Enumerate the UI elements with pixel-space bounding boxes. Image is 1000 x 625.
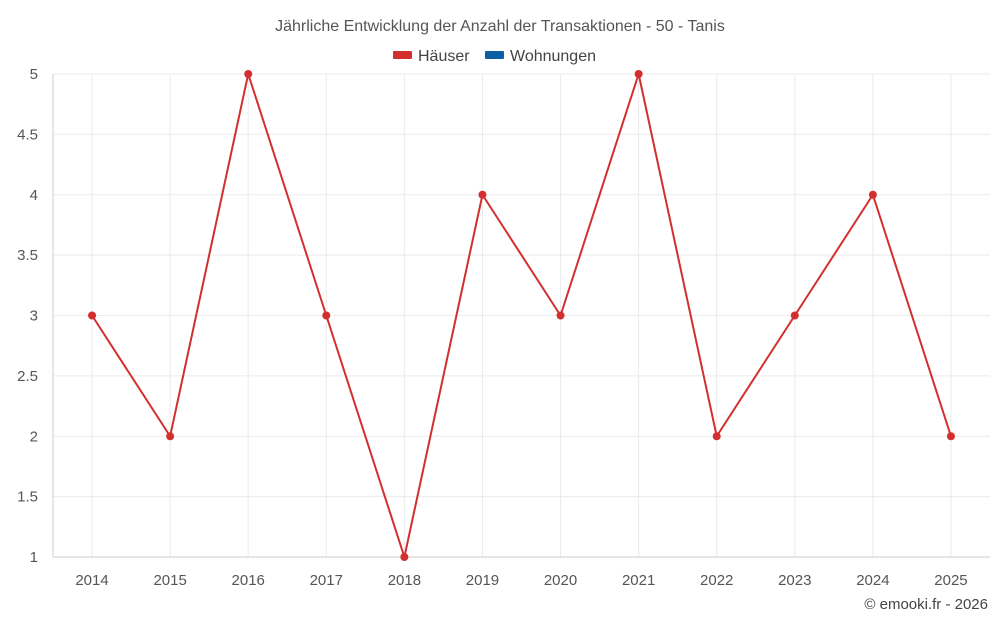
data-point[interactable] xyxy=(790,311,799,320)
data-point[interactable] xyxy=(556,311,565,320)
chart-title: Jährliche Entwicklung der Anzahl der Tra… xyxy=(275,18,725,35)
data-point[interactable] xyxy=(478,190,487,199)
legend-swatch-wohnungen[interactable] xyxy=(485,51,504,59)
x-axis-ticks: 2014 2015 2016 2017 2018 2019 2020 2021 2022 2023… xyxy=(75,572,967,589)
y-tick-label: 3 xyxy=(30,308,38,325)
x-tick-label: 2022 xyxy=(700,572,733,589)
data-point[interactable] xyxy=(244,70,253,78)
y-tick-label: 5 xyxy=(30,66,38,83)
data-point[interactable] xyxy=(400,553,409,561)
x-tick-label: 2016 xyxy=(232,572,265,589)
x-tick-label: 2015 xyxy=(153,572,186,589)
y-axis-ticks: 1 1.5 2 2.5 3 3.5 4 4.5 5 xyxy=(17,66,38,566)
series-lines xyxy=(91,73,952,558)
data-point[interactable] xyxy=(166,432,175,441)
legend-label-wohnungen[interactable]: Wohnungen xyxy=(510,48,596,65)
x-tick-label: 2017 xyxy=(310,572,343,589)
data-points xyxy=(88,70,955,561)
axes xyxy=(52,74,990,558)
y-tick-label: 1 xyxy=(30,549,38,566)
y-tick-label: 3.5 xyxy=(17,247,38,264)
x-tick-label: 2014 xyxy=(75,572,108,589)
y-tick-label: 4 xyxy=(30,187,38,204)
y-tick-label: 2 xyxy=(30,428,38,445)
x-tick-label: 2020 xyxy=(544,572,577,589)
x-tick-label: 2023 xyxy=(778,572,811,589)
data-point[interactable] xyxy=(712,432,721,441)
y-tick-label: 1.5 xyxy=(17,489,38,506)
data-point[interactable] xyxy=(322,311,331,320)
legend-swatch-haeuser[interactable] xyxy=(393,51,412,59)
x-tick-label: 2024 xyxy=(856,572,889,589)
grid xyxy=(53,73,990,558)
x-tick-label: 2019 xyxy=(466,572,499,589)
x-tick-label: 2025 xyxy=(934,572,967,589)
legend-label-haeuser[interactable]: Häuser xyxy=(418,48,470,65)
y-tick-label: 4.5 xyxy=(17,126,38,143)
data-point[interactable] xyxy=(634,70,643,78)
credit-text: © emooki.fr - 2026 xyxy=(864,596,988,613)
x-tick-label: 2018 xyxy=(388,572,421,589)
series-line-0 xyxy=(91,73,952,558)
data-point[interactable] xyxy=(88,311,97,320)
data-point[interactable] xyxy=(868,190,877,199)
y-tick-label: 2.5 xyxy=(17,368,38,385)
x-tick-label: 2021 xyxy=(622,572,655,589)
legend: Häuser Wohnungen xyxy=(393,48,596,65)
data-point[interactable] xyxy=(946,432,955,441)
